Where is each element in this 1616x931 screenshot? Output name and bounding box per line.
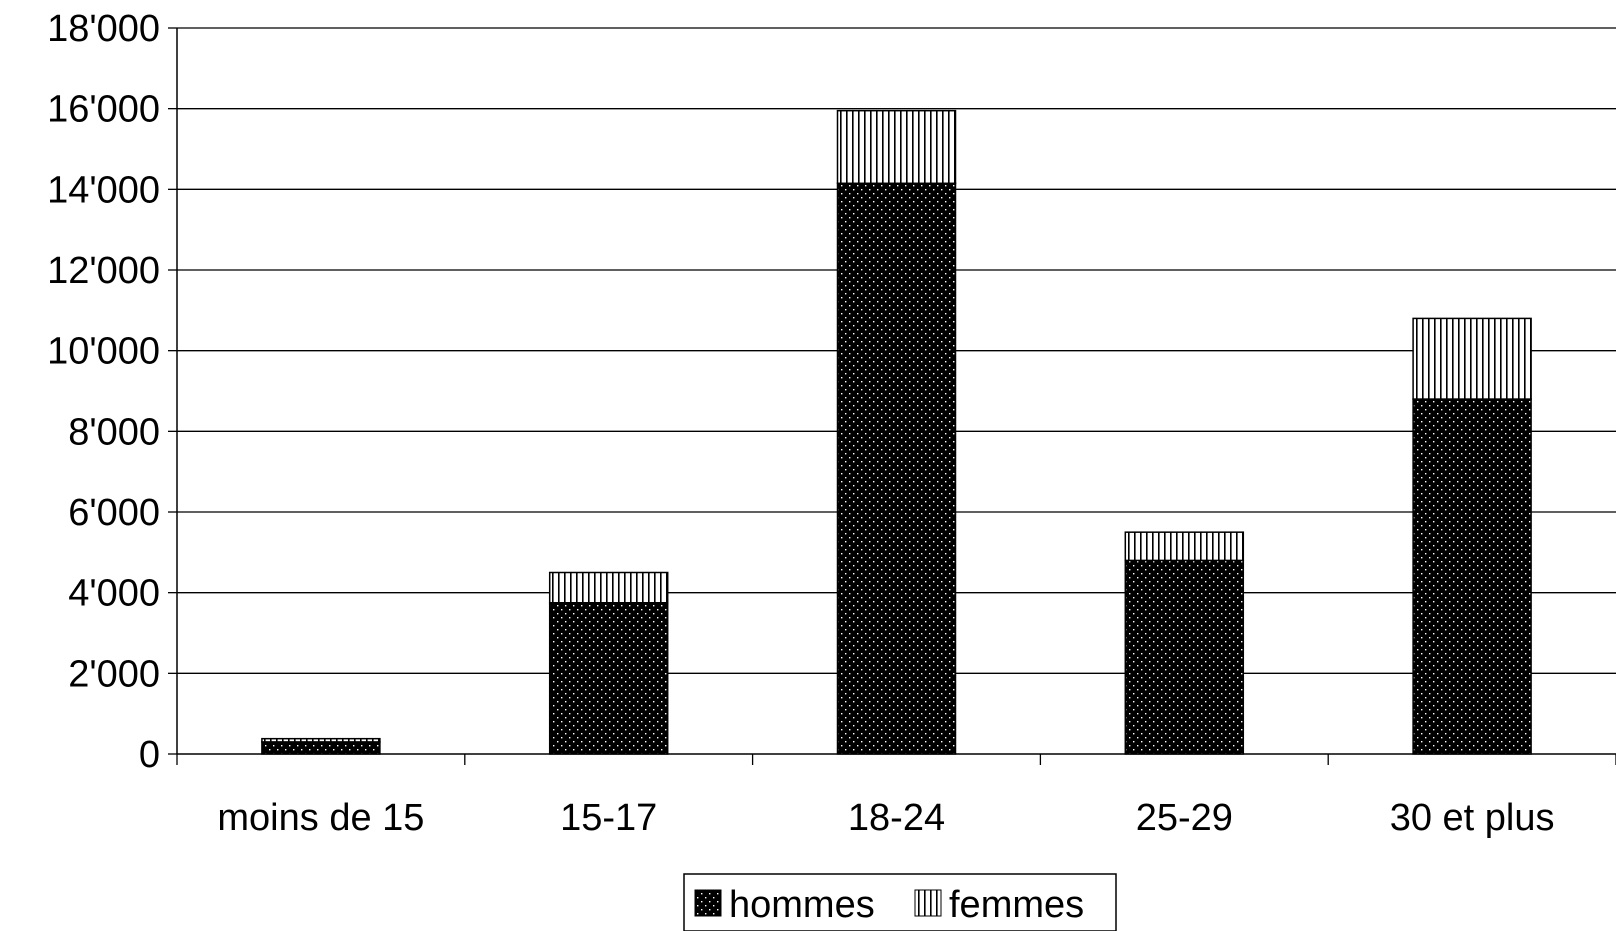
x-tick-label: moins de 15	[217, 797, 424, 839]
bar-hommes-1	[548, 602, 669, 755]
y-tick-label: 6'000	[68, 492, 160, 534]
legend-box	[683, 873, 1117, 931]
bar-hommes-2	[836, 182, 957, 755]
bar-hommes-4	[1412, 398, 1532, 755]
legend-label-femmes: femmes	[949, 884, 1084, 926]
bar-femmes-0	[261, 737, 381, 743]
x-tick-label: 25-29	[1136, 797, 1233, 839]
y-tick-label: 8'000	[68, 411, 160, 453]
y-tick-labels: 0 2'000 4'000 6'000 8'000 10'000 12'000 14'000 1…	[47, 8, 160, 776]
bar-hommes-0	[261, 741, 381, 755]
x-tick-label: 15-17	[560, 797, 657, 839]
legend-swatch-hommes	[694, 889, 722, 917]
y-tick-label: 2'000	[68, 653, 160, 695]
bar-femmes-3	[1124, 531, 1245, 562]
y-tick-label: 14'000	[47, 169, 160, 211]
y-tick-label: 4'000	[68, 573, 160, 615]
axes	[168, 27, 1616, 765]
y-tick-label: 12'000	[47, 250, 160, 292]
x-tick-labels: moins de 15 15-17 18-24 25-29 30 et plus	[217, 797, 1554, 839]
bar-femmes-2	[836, 109, 957, 185]
bar-femmes-4	[1412, 317, 1532, 400]
y-tick-label: 18'000	[47, 8, 160, 50]
bars	[261, 109, 1532, 755]
y-tick-label: 10'000	[47, 331, 160, 373]
bar-femmes-1	[548, 571, 669, 604]
legend: hommes femmes	[683, 873, 1117, 931]
legend-label-hommes: hommes	[729, 884, 875, 926]
y-tick-label: 0	[139, 734, 160, 776]
legend-swatch-femmes	[914, 889, 942, 917]
bar-hommes-3	[1124, 559, 1245, 755]
x-tick-label: 18-24	[848, 797, 945, 839]
y-tick-label: 16'000	[47, 89, 160, 131]
x-tick-label: 30 et plus	[1390, 797, 1555, 839]
